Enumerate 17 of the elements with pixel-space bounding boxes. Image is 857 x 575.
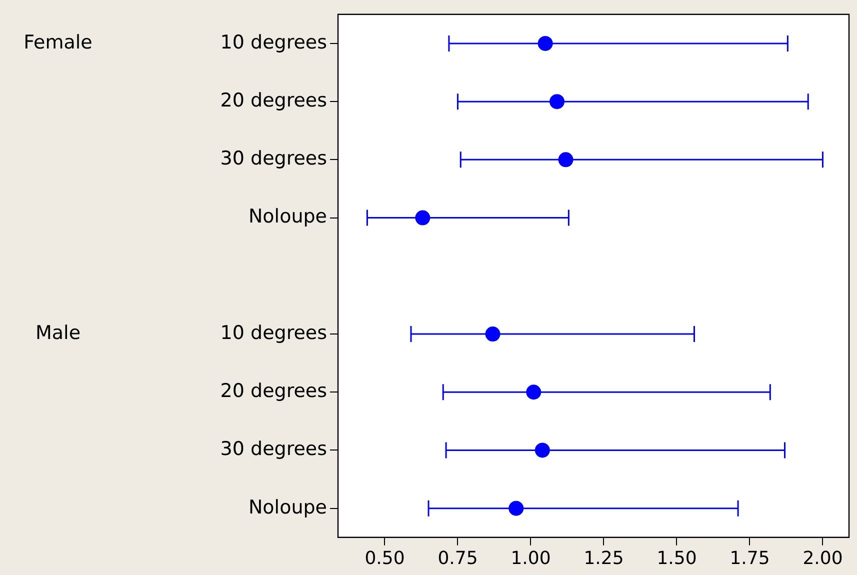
y-tick-label: Noloupe	[248, 496, 327, 518]
text: Male	[35, 322, 81, 344]
x-tick-label: 2.00	[802, 548, 843, 569]
x-tick-label: 1.75	[730, 548, 770, 569]
y-tick-label: 30 degrees	[220, 438, 327, 460]
x-tick-label: 1.00	[510, 548, 551, 569]
y-tick-label: 20 degrees	[220, 380, 327, 402]
y-tick-label: 30 degrees	[220, 148, 327, 170]
x-tick-label: 0.50	[364, 548, 405, 569]
x-tick-label: 1.50	[656, 548, 697, 569]
x-tick-label: 1.25	[584, 548, 624, 569]
y-tick-label: 10 degrees	[220, 322, 327, 344]
y-tick-label: Noloupe	[248, 206, 327, 228]
x-tick-label: 0.75	[438, 548, 478, 569]
y-tick-label: 10 degrees	[220, 31, 327, 54]
y-tick-label: 20 degrees	[220, 90, 327, 112]
text: Female	[24, 31, 92, 54]
